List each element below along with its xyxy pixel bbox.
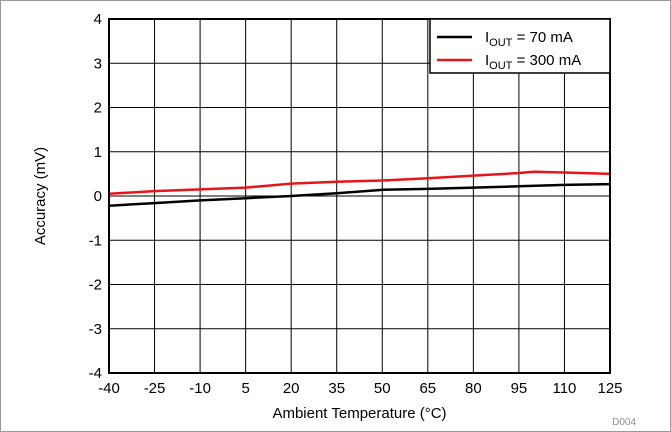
- legend-label: IOUT = 70 mA: [485, 29, 573, 49]
- legend: IOUT = 70 mA IOUT = 300 mA: [429, 18, 611, 74]
- y-tick-label: 3: [94, 55, 102, 72]
- y-tick-label: 2: [94, 100, 102, 117]
- y-axis-title: Accuracy (mV): [32, 147, 49, 245]
- series-lines: [108, 170, 611, 207]
- legend-box: [429, 18, 611, 74]
- series-line-2: [108, 170, 611, 196]
- x-tick-label: 5: [241, 380, 249, 397]
- x-tick-label: 35: [328, 380, 345, 397]
- x-tick-label: 95: [511, 380, 528, 397]
- series-line-1: [108, 182, 611, 207]
- y-tick-label: -3: [89, 321, 102, 338]
- legend-label: IOUT = 300 mA: [485, 52, 581, 72]
- x-tick-label: -40: [98, 380, 120, 397]
- x-tick-label: 20: [283, 380, 300, 397]
- x-tick-label: -25: [144, 380, 166, 397]
- x-tick-label: 50: [374, 380, 391, 397]
- y-tick-label: -1: [89, 232, 102, 249]
- y-tick-label: 0: [94, 188, 102, 205]
- x-tick-label: 125: [597, 380, 622, 397]
- x-axis-title: Ambient Temperature (°C): [272, 405, 446, 422]
- x-tick-label: 80: [465, 380, 482, 397]
- figure-id: D004: [612, 417, 636, 428]
- plot-area-border: [108, 18, 611, 374]
- y-tick-label: 4: [94, 11, 102, 28]
- y-tick-label: -4: [89, 365, 102, 382]
- tick-labels: -40 -25 -10 5 20 35 50 65 80 95 110 125-4-3-2-10123…: [89, 11, 623, 397]
- x-tick-label: 65: [419, 380, 436, 397]
- y-tick-label: -2: [89, 277, 102, 294]
- grid: [109, 19, 610, 373]
- x-tick-label: 110: [552, 380, 576, 397]
- x-tick-label: -10: [189, 380, 211, 397]
- y-tick-label: 1: [94, 144, 102, 161]
